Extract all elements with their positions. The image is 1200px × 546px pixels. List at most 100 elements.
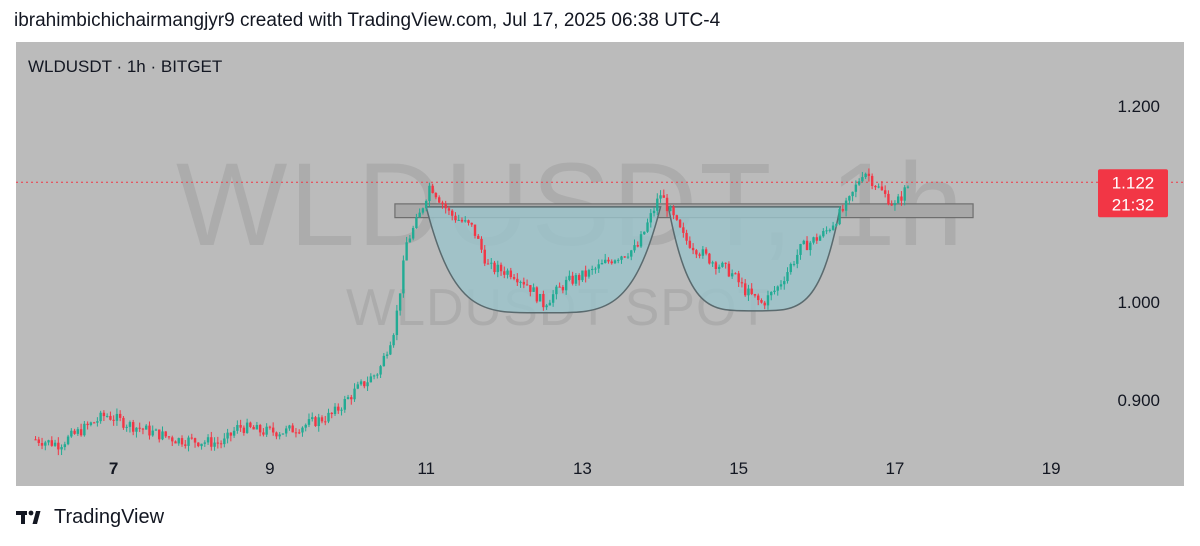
candle-body — [503, 271, 506, 275]
candle-body — [304, 424, 307, 428]
y-tick-label: 1.200 — [1117, 97, 1160, 116]
candle-body — [50, 440, 54, 446]
candle-body — [102, 412, 106, 417]
candle-body — [184, 444, 187, 446]
candle-body — [711, 262, 714, 264]
candle-body — [327, 412, 330, 422]
candle-body — [99, 412, 102, 422]
candle-body — [125, 426, 128, 428]
candle-body — [57, 442, 60, 450]
candle-body — [245, 422, 249, 433]
candle-body — [389, 345, 392, 355]
candle-body — [796, 254, 799, 264]
chart-frame[interactable]: WLDUSDT, 1h WLDUSDT SPOT WLDUSDT · 1h · … — [16, 42, 1184, 486]
candle-body — [678, 219, 682, 228]
candle-body — [37, 439, 40, 444]
candle-body — [343, 399, 346, 410]
candle-body — [809, 242, 812, 251]
candle-body — [174, 441, 177, 444]
candle-body — [148, 425, 151, 436]
candle-body — [66, 436, 70, 445]
candle-body — [587, 270, 591, 277]
candle-body — [727, 263, 731, 277]
candle-body — [708, 253, 711, 264]
candle-body — [239, 425, 242, 428]
candle-body — [564, 279, 568, 291]
candle-body — [92, 422, 96, 424]
candle-body — [200, 443, 203, 447]
candle-body — [206, 437, 210, 443]
candle-body — [535, 287, 539, 302]
candle-body — [177, 438, 180, 444]
candle-body — [252, 426, 255, 430]
candle-body — [577, 275, 581, 281]
candle-body — [441, 202, 444, 204]
candle-body — [96, 421, 99, 423]
candle-body — [398, 293, 402, 311]
candle-body — [672, 206, 675, 216]
candle-body — [812, 237, 815, 243]
candle-body — [799, 244, 802, 255]
candle-body — [486, 263, 490, 265]
candle-body — [597, 264, 600, 269]
candle-body — [600, 263, 604, 265]
candle-body — [447, 208, 451, 211]
candle-body — [639, 234, 643, 247]
candle-body — [623, 256, 626, 258]
y-tick-label: 1.000 — [1117, 293, 1160, 312]
candle-body — [848, 196, 851, 201]
candle-body — [298, 432, 301, 434]
candle-body — [278, 434, 281, 437]
candle-body — [86, 423, 89, 426]
last-price-value: 1.122 — [1112, 173, 1155, 192]
candle-body — [643, 231, 646, 235]
candle-body — [509, 270, 513, 278]
candle-body — [675, 215, 679, 220]
candle-body — [649, 213, 652, 223]
candle-body — [750, 288, 753, 295]
candle-body — [34, 439, 37, 441]
candle-body — [301, 427, 304, 433]
candle-body — [340, 409, 343, 411]
candle-body — [496, 264, 499, 273]
candle-body — [268, 426, 272, 428]
candle-body — [158, 429, 161, 440]
candle-body — [236, 425, 239, 431]
candle-body — [613, 260, 617, 264]
candle-body — [470, 222, 473, 225]
x-tick-label: 17 — [885, 459, 904, 478]
candle-body — [773, 290, 776, 292]
candle-body — [659, 195, 662, 199]
candle-body — [590, 268, 594, 271]
candle-body — [171, 437, 174, 442]
candle-body — [506, 270, 509, 275]
candle-body — [721, 262, 724, 267]
x-tick-label: 13 — [573, 459, 592, 478]
candle-body — [893, 203, 897, 206]
x-tick-label: 15 — [729, 459, 748, 478]
candle-body — [802, 240, 805, 245]
candle-body — [636, 245, 639, 247]
candle-body — [193, 438, 197, 443]
last-price-badge — [1098, 169, 1168, 218]
candle-body — [652, 210, 656, 214]
candle-body — [900, 196, 903, 201]
y-tick-label: 0.900 — [1117, 391, 1160, 410]
candle-body — [822, 230, 825, 237]
candle-body — [190, 437, 193, 439]
candle-body — [411, 227, 415, 239]
candle-body — [317, 417, 320, 427]
candle-body — [288, 425, 291, 429]
candle-body — [551, 294, 555, 303]
candle-body — [770, 291, 773, 296]
price-chart[interactable]: 1.200 1.000 0.900 7 9 11 13 15 17 19 1.122 21:32 — [16, 42, 1184, 486]
candle-body — [646, 222, 649, 232]
candle-body — [698, 254, 701, 256]
x-tick-label: 11 — [417, 459, 435, 478]
candle-body — [838, 209, 841, 225]
candle-body — [262, 432, 265, 435]
candle-body — [314, 417, 317, 427]
candle-body — [281, 433, 285, 435]
candle-body — [857, 181, 861, 185]
candle-body — [457, 219, 460, 221]
